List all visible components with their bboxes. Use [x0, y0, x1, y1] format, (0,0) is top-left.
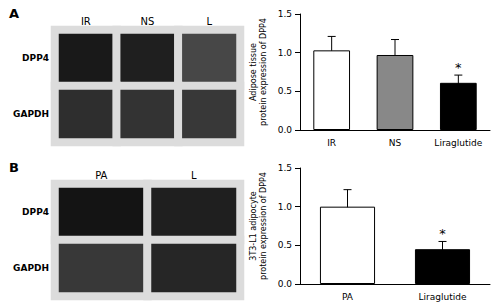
svg-text:IR: IR: [81, 16, 91, 27]
svg-text:B: B: [9, 160, 19, 175]
svg-text:NS: NS: [141, 16, 155, 27]
svg-text:Liraglutide: Liraglutide: [434, 138, 482, 148]
svg-text:NS: NS: [389, 138, 402, 148]
svg-text:1.5: 1.5: [278, 9, 292, 19]
svg-text:1.0: 1.0: [278, 48, 293, 58]
svg-text:1.0: 1.0: [278, 202, 293, 212]
svg-text:IR: IR: [327, 138, 336, 148]
svg-text:Adipose tissue: Adipose tissue: [249, 43, 258, 101]
svg-text:0.0: 0.0: [278, 279, 293, 289]
svg-text:Liraglutide: Liraglutide: [419, 292, 467, 302]
svg-text:*: *: [439, 226, 446, 241]
svg-text:0.5: 0.5: [278, 240, 292, 250]
svg-text:DPP4: DPP4: [22, 207, 49, 217]
svg-text:1.5: 1.5: [278, 163, 292, 173]
svg-text:protein expression of DPP4: protein expression of DPP4: [259, 172, 268, 280]
svg-text:protein expression of DPP4: protein expression of DPP4: [259, 18, 268, 126]
svg-text:A: A: [9, 6, 19, 21]
svg-text:GAPDH: GAPDH: [13, 263, 49, 273]
svg-text:0.0: 0.0: [278, 125, 293, 135]
svg-text:3T3-L1 adipocyte: 3T3-L1 adipocyte: [249, 191, 258, 260]
svg-text:DPP4: DPP4: [22, 53, 49, 63]
svg-text:0.5: 0.5: [278, 86, 292, 96]
svg-text:*: *: [455, 60, 462, 75]
svg-text:GAPDH: GAPDH: [13, 109, 49, 119]
svg-text:PA: PA: [342, 292, 354, 302]
svg-text:L: L: [206, 16, 212, 27]
svg-text:L: L: [191, 170, 197, 181]
svg-text:PA: PA: [95, 170, 107, 181]
